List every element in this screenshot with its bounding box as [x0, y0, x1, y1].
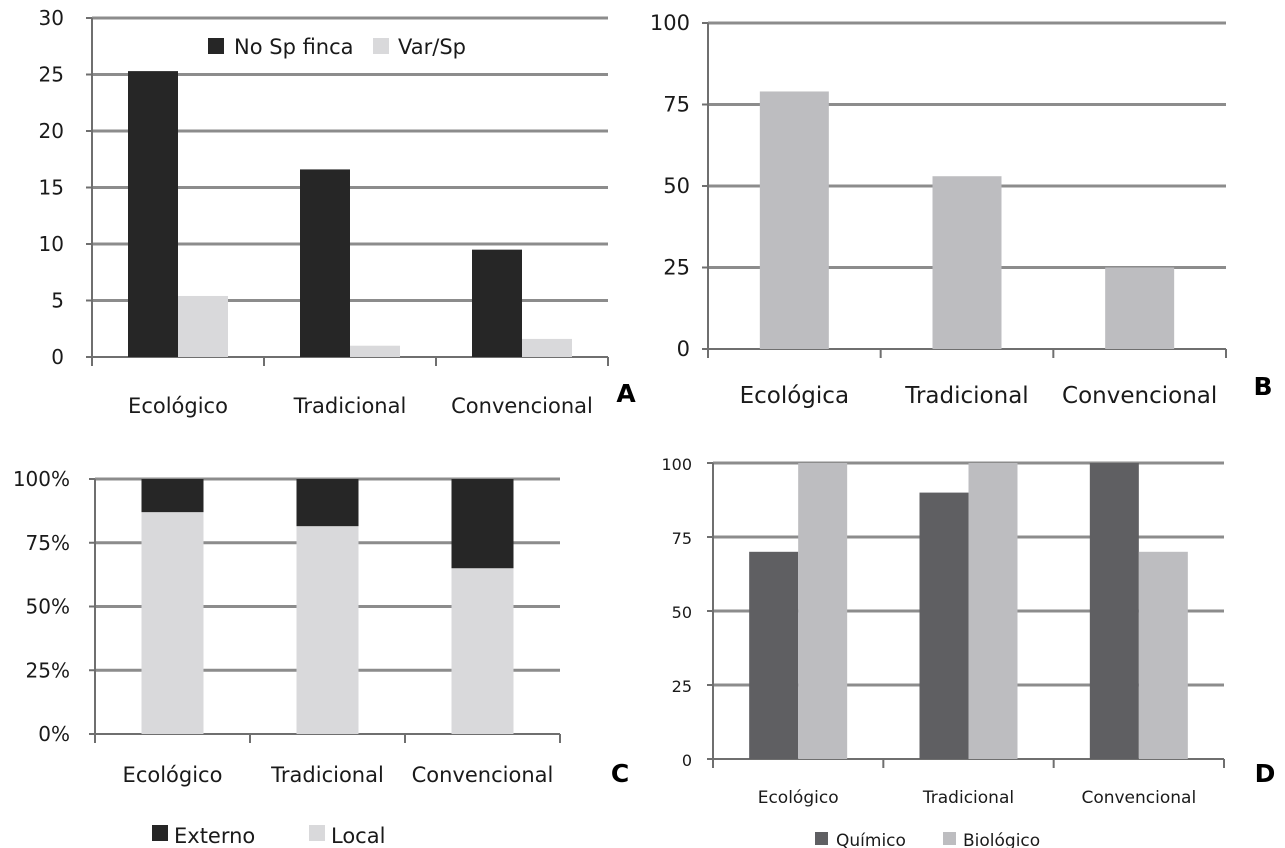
chart-panel-D: 0 25 50 75 100 Ecológico Tradicional Convencion… [661, 455, 1275, 848]
x-tick-label: Ecológico [758, 788, 839, 808]
bar-series-0-2 [1089, 463, 1139, 759]
y-tick-label: 25% [26, 658, 70, 682]
bar-series-0-0 [749, 551, 799, 759]
x-tick-label: Tradicional [270, 763, 384, 787]
x-tick-label: Convencional [412, 763, 554, 787]
x-tick-label: Ecológico [123, 763, 223, 787]
x-tick-label: Ecológica [740, 383, 849, 409]
bar-local-2 [451, 568, 514, 734]
chart-panel-B: 0 25 50 75 100 Ecológica Tradicional Convencion… [650, 11, 1273, 409]
y-tick-label: 10 [39, 232, 64, 256]
y-tick-label: 0 [682, 751, 692, 770]
y-tick-label: 75% [26, 531, 70, 555]
y-tick-label: 75 [663, 93, 690, 117]
chart-panel-A: 0 5 10 15 20 25 30 Ecológico Tradicional Convenci… [39, 6, 637, 418]
legend-label: Var/Sp [398, 35, 466, 59]
bar-series-1-0 [178, 295, 228, 357]
legend-swatch [309, 825, 325, 841]
y-tick-label: 100 [661, 455, 692, 474]
x-tick-label: Convencional [1062, 383, 1217, 409]
bar-series-1-2 [1138, 551, 1188, 759]
panel-letter: D [1255, 759, 1276, 788]
legend-swatch [943, 832, 956, 845]
y-tick-label: 75 [672, 529, 692, 548]
y-tick-label: 0 [51, 345, 64, 369]
bar-series-0-1 [300, 169, 350, 357]
bar-series-0-0 [128, 71, 178, 358]
y-tick-label: 25 [39, 63, 64, 87]
bar-series-0-2 [472, 249, 522, 357]
y-tick-label: 20 [39, 119, 64, 143]
bar-2 [1105, 267, 1175, 349]
y-tick-label: 30 [39, 6, 64, 30]
x-tick-label: Convencional [1081, 788, 1196, 808]
bar-local-0 [141, 512, 204, 734]
panel-letter: A [616, 379, 636, 408]
legend-label: Externo [174, 824, 255, 848]
x-tick-label: Tradicional [922, 788, 1014, 808]
bar-series-0-1 [919, 492, 969, 759]
x-tick-label: Tradicional [293, 394, 407, 418]
bar-series-1-1 [968, 463, 1018, 759]
panel-letter: C [611, 759, 629, 788]
legend-swatch [152, 825, 168, 841]
y-tick-label: 50 [672, 603, 692, 622]
bar-series-1-2 [522, 338, 572, 357]
bar-externo-0 [141, 479, 204, 513]
legend-label: No Sp finca [234, 35, 354, 59]
bar-local-1 [296, 526, 359, 734]
x-tick-label: Tradicional [904, 383, 1028, 409]
y-tick-label: 5 [51, 289, 64, 313]
panel-letter: B [1253, 372, 1272, 401]
y-tick-label: 100 [650, 11, 690, 35]
bar-0 [759, 91, 829, 350]
x-tick-label: Ecológico [128, 394, 228, 418]
y-tick-label: 100% [13, 467, 70, 491]
y-tick-label: 25 [672, 677, 692, 696]
bar-1 [932, 176, 1002, 349]
legend-label: Químico [836, 831, 906, 848]
bar-series-1-0 [798, 463, 848, 759]
legend-label: Local [331, 824, 385, 848]
y-tick-label: 0% [38, 722, 70, 746]
x-tick-label: Convencional [451, 394, 593, 418]
y-tick-label: 50% [26, 595, 70, 619]
bar-externo-1 [296, 479, 359, 527]
y-tick-label: 25 [663, 256, 690, 280]
y-tick-label: 0 [677, 337, 690, 361]
bar-series-1-1 [350, 345, 400, 357]
legend-swatch [815, 832, 828, 845]
bar-externo-2 [451, 479, 514, 569]
legend-swatch [208, 38, 224, 54]
y-tick-label: 50 [663, 174, 690, 198]
legend-swatch [373, 38, 389, 54]
y-tick-label: 15 [39, 176, 64, 200]
legend-label: Biológico [963, 831, 1040, 848]
chart-panel-C: 0% 25% 50% 75% 100% Ecológico Tradicional Conve… [13, 467, 629, 848]
